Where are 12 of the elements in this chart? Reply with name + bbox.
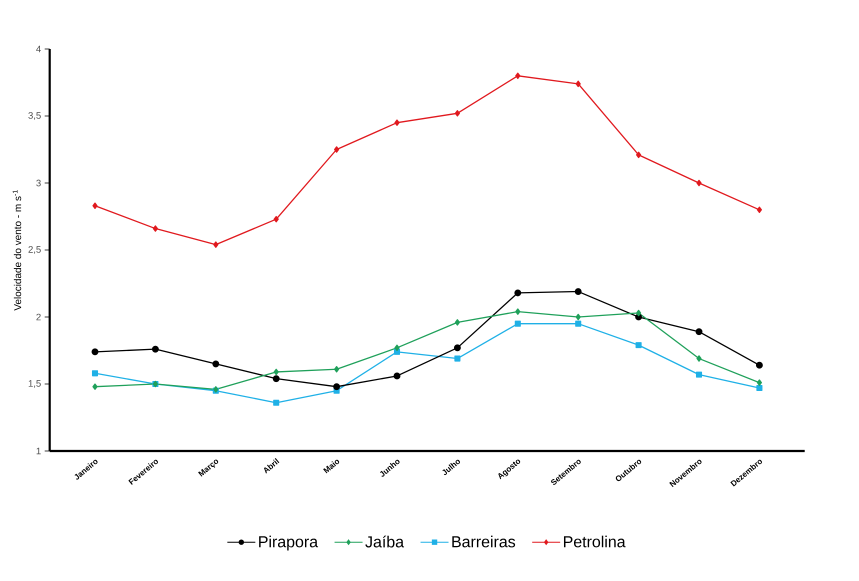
legend-label: Petrolina	[564, 536, 626, 548]
y-tick-label: 3	[36, 180, 41, 186]
legend-label: Jaíba	[365, 536, 404, 548]
y-tick-label: 2	[36, 314, 41, 320]
y-axis-title: Velocidade do vento - m s$^{-1}$	[12, 190, 22, 311]
legend-label: Pirapora	[259, 536, 318, 551]
y-tick-label: 3,5	[28, 112, 41, 120]
y-tick-label: 1,5	[28, 380, 41, 388]
y-tick-label: 2,5	[28, 246, 41, 254]
legend-label: Barreiras	[452, 536, 516, 548]
y-tick-label: 1	[36, 448, 41, 454]
y-tick-label: 4	[36, 46, 41, 52]
